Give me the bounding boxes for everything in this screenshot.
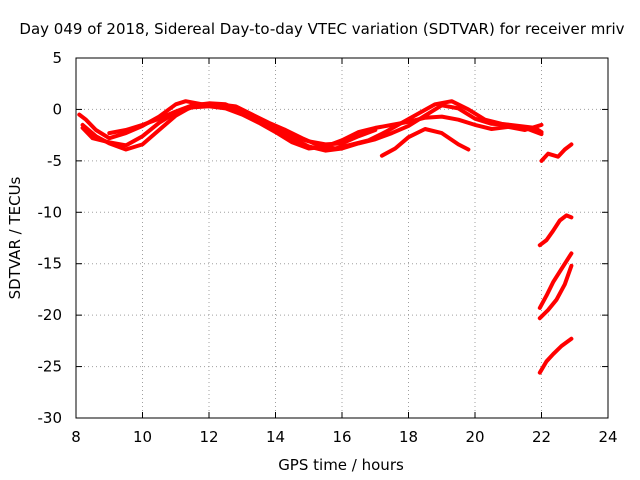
series-line-track-7 [537,213,574,248]
y-tick-label: 5 [52,49,62,67]
data-series [77,99,574,375]
x-axis-label: GPS time / hours [278,456,404,474]
series-line-track-10 [537,336,574,375]
series-line-track-5 [379,127,471,158]
x-tick-label: 8 [71,428,81,446]
series-line-track-8 [537,251,574,310]
x-tick-label: 16 [332,428,351,446]
series-line-track-3 [80,102,544,153]
x-tick-label: 20 [465,428,484,446]
series-line-track-4 [107,101,378,147]
chart-title: Day 049 of 2018, Sidereal Day-to-day VTE… [19,20,624,38]
series-line-track-6 [539,142,574,163]
y-tick-label: -10 [38,203,63,221]
y-axis-label: SDTVAR / TECUs [6,176,24,299]
x-tick-label: 24 [598,428,617,446]
y-tick-label: -20 [38,306,63,324]
x-tick-label: 14 [266,428,285,446]
y-tick-label: -15 [38,255,63,273]
y-tick-label: -30 [38,409,63,427]
grid-lines [76,58,608,418]
series-line-track-9 [537,263,574,321]
y-tick-label: 0 [52,100,62,118]
y-tick-label: -5 [47,152,62,170]
x-tick-label: 18 [399,428,418,446]
x-tick-label: 10 [133,428,152,446]
x-tick-label: 22 [532,428,551,446]
y-tick-label: -25 [38,358,63,376]
x-tick-label: 12 [199,428,218,446]
axis-ticks: 8 10 12 14 16 18 20 22 24 5 0 -5 -10 -15 -20 -25 -30 [38,49,618,446]
